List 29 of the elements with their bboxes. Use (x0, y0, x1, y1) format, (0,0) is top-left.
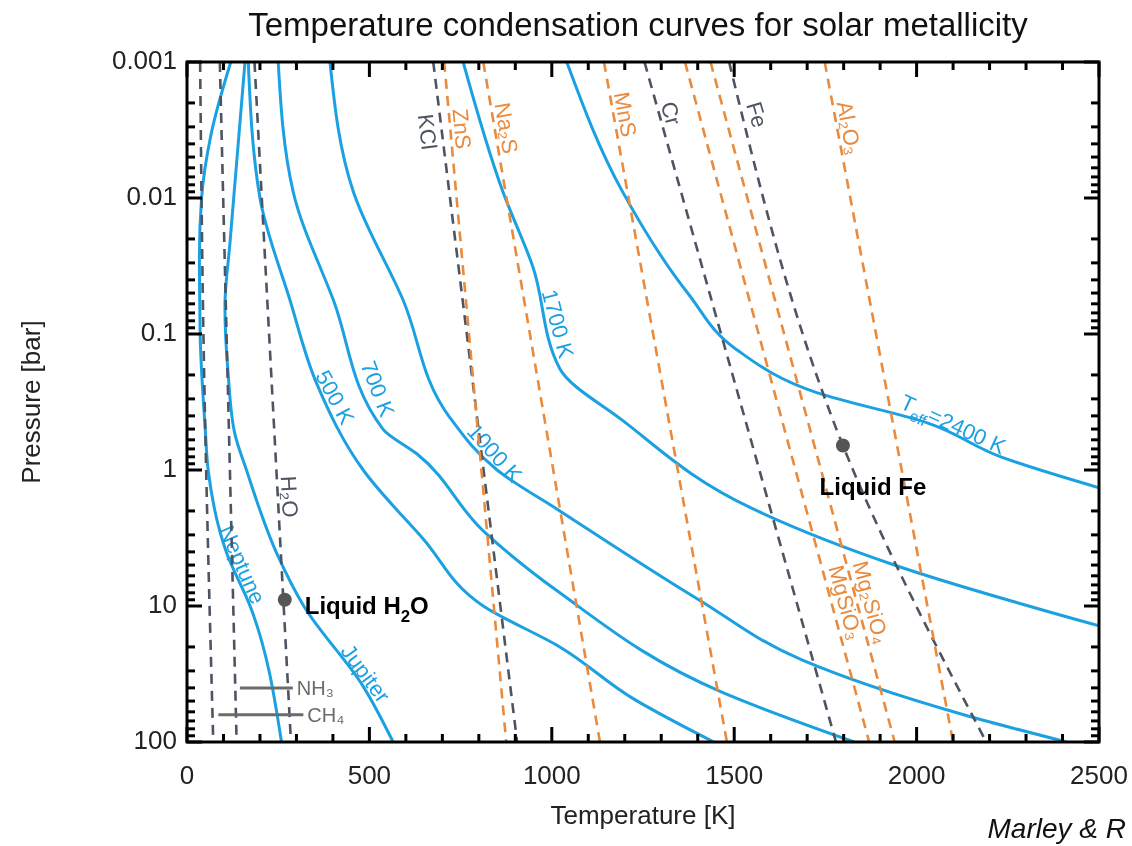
text: Marley & R (987, 813, 1126, 844)
y-tick-label: 1 (162, 452, 177, 483)
x-axis-title: Temperature [K] (550, 800, 736, 830)
text: MnS (608, 89, 642, 139)
y-tick-label: 10 (148, 588, 177, 619)
annotation: Liquid Fe (819, 473, 927, 501)
text: KCl (412, 112, 442, 151)
x-tick-label: 1000 (522, 760, 581, 790)
y-tick-label: 100 (133, 724, 177, 755)
y-tick-label: 0.1 (140, 316, 177, 347)
text: H₂O (275, 475, 304, 518)
chart-title: Temperature condensation curves for solar metallicity (248, 6, 1029, 43)
text: Na₂S (489, 100, 524, 156)
text: Fe (741, 98, 773, 131)
text: ZnS (447, 107, 477, 151)
annotation: Liquid H$_{2}$O (304, 592, 429, 626)
x-tick-label: 2500 (1070, 760, 1128, 790)
y-axis-title: Pressure [bar] (16, 320, 46, 484)
y-tick-label: 0.001 (111, 44, 177, 75)
x-tick-label: 0 (179, 760, 195, 790)
x-tick-label: 500 (347, 760, 392, 790)
y-tick-label: 0.01 (126, 180, 177, 211)
text: 1700 K (536, 286, 580, 361)
text: Al₂O₃ (831, 98, 867, 157)
series-label: CH₄ (307, 703, 345, 726)
x-tick-label: 2000 (887, 760, 946, 790)
x-tick-label: 1500 (705, 760, 764, 790)
text: Cr (655, 98, 687, 128)
series-label: NH₃ (296, 676, 334, 699)
